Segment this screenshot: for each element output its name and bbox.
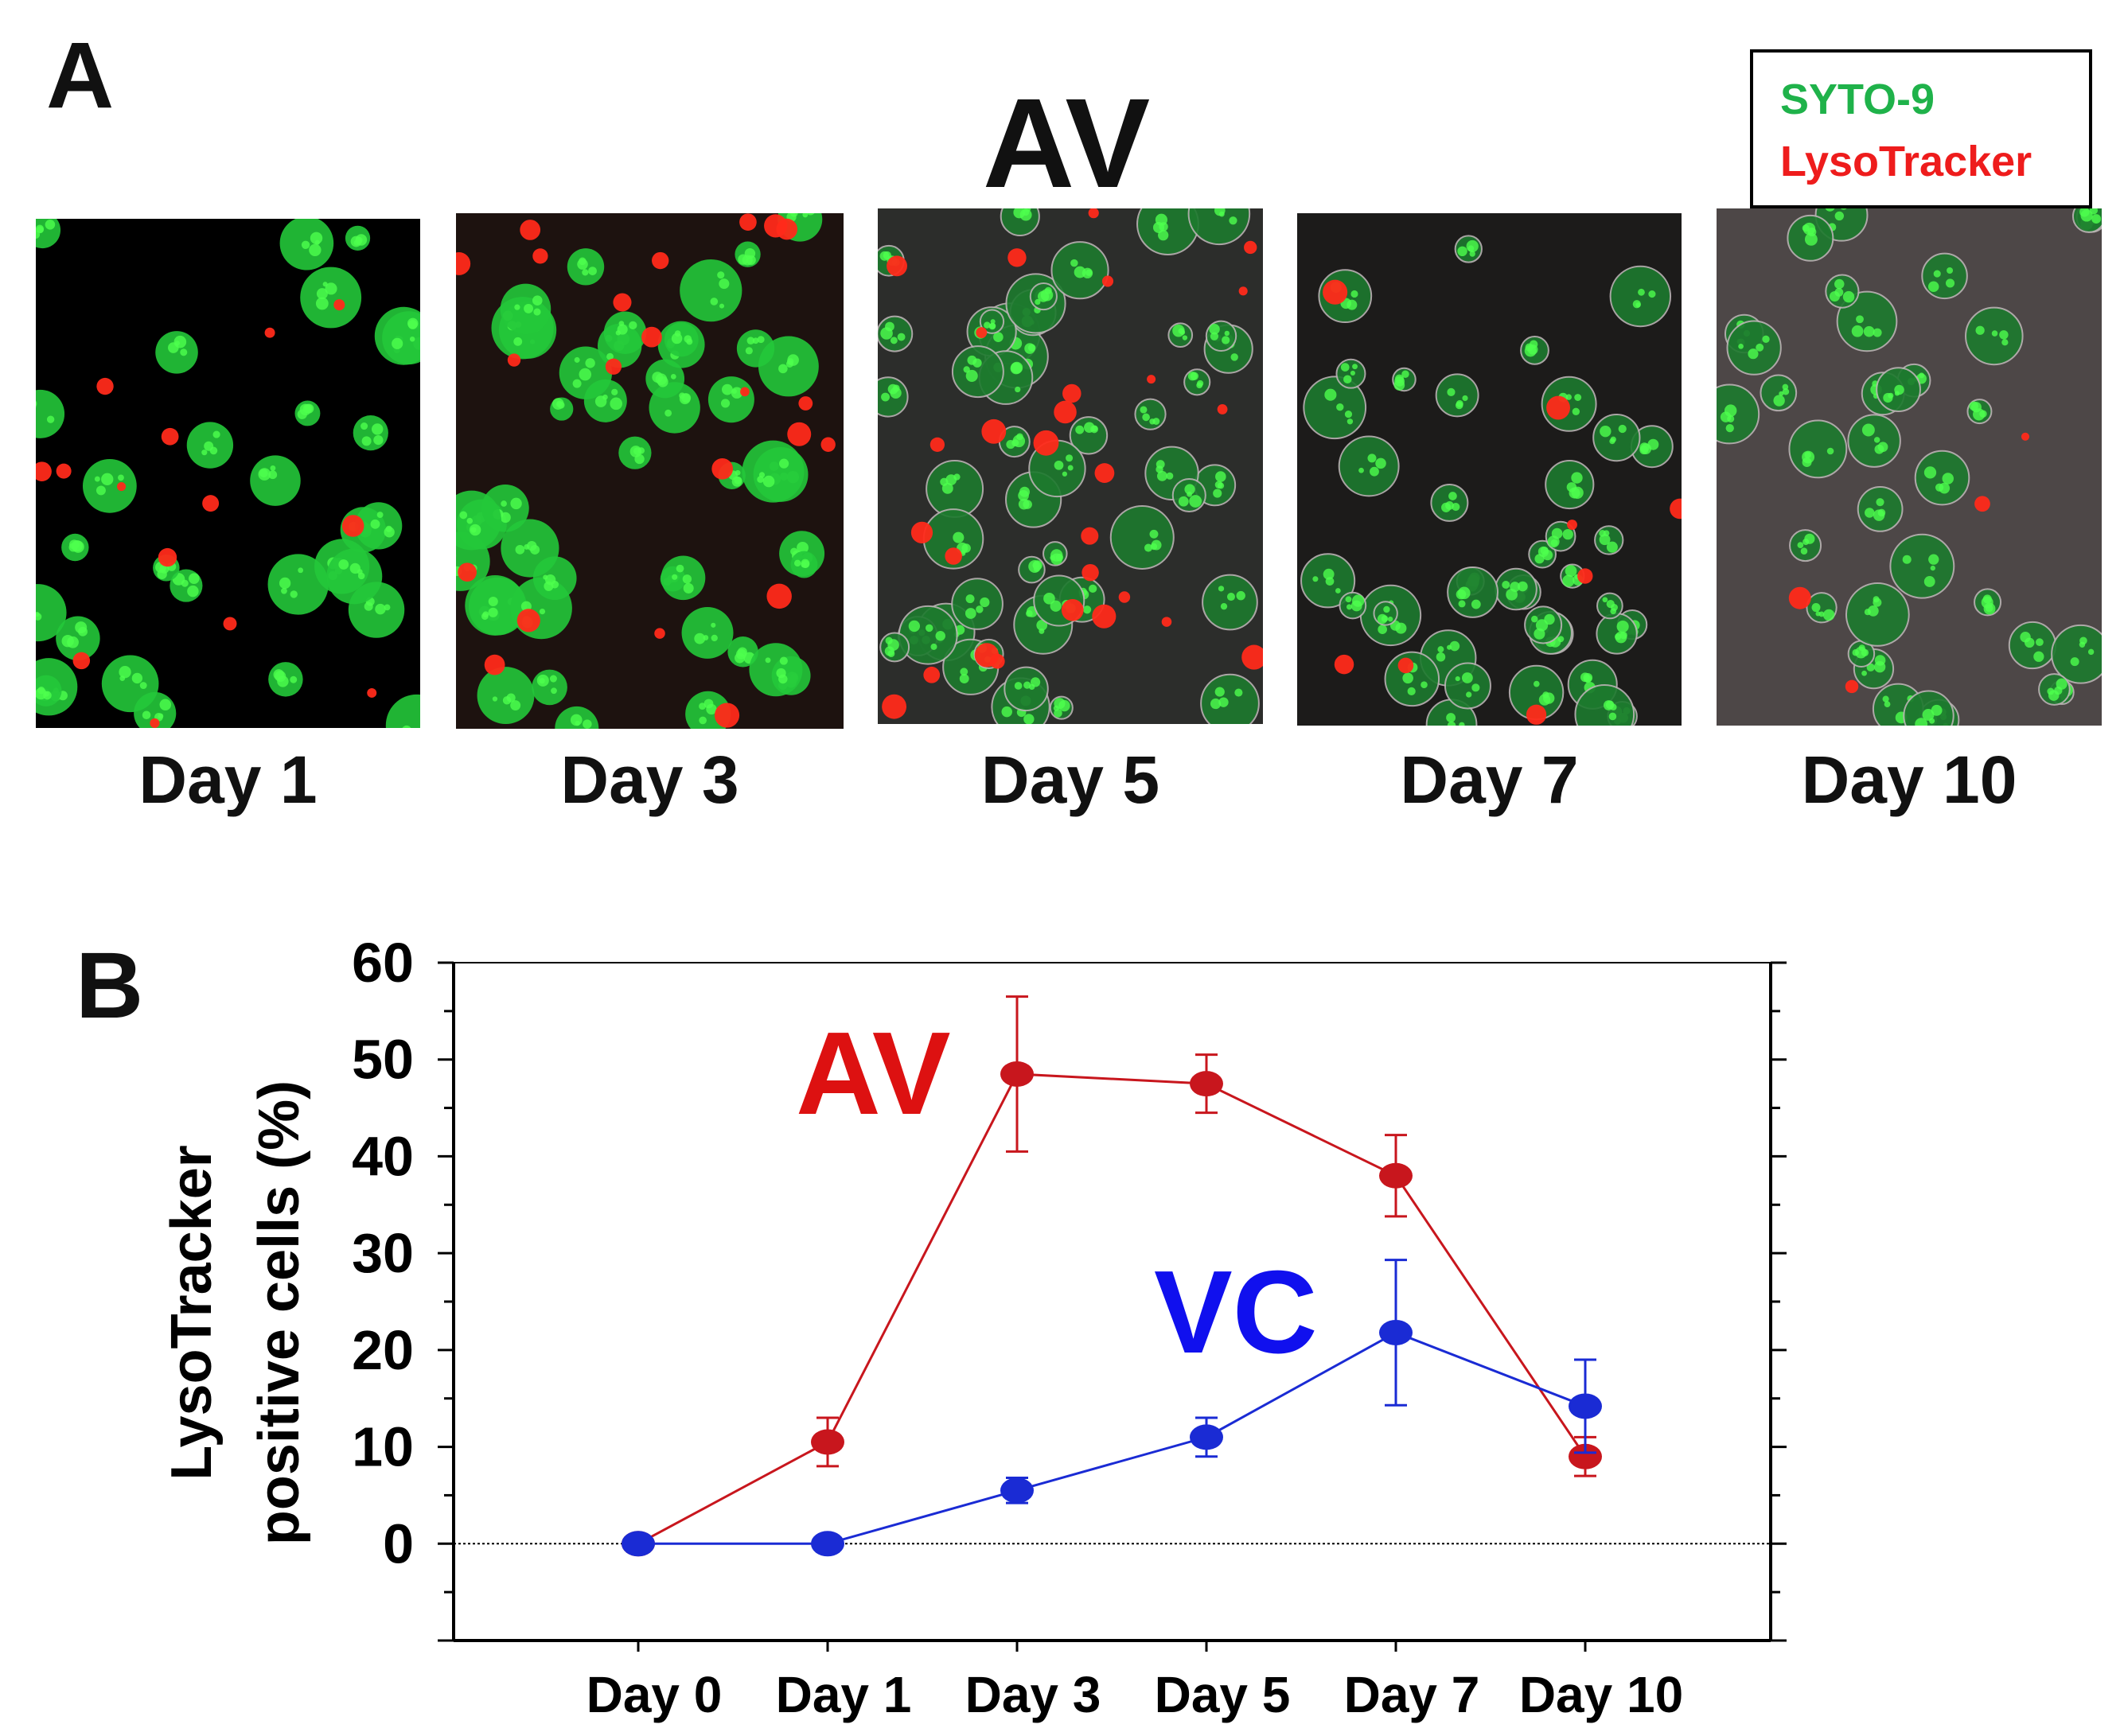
data-point	[811, 1429, 844, 1455]
y-tick-label: 60	[352, 932, 414, 994]
data-point	[811, 1531, 844, 1557]
y-tick-label: 50	[352, 1029, 414, 1091]
x-tick-label: Day 10	[1519, 1666, 1683, 1723]
micrograph-day-1	[36, 219, 420, 728]
series-label: AV	[796, 1008, 951, 1139]
panel-b-letter: B	[76, 933, 144, 1038]
chart-axes: 0 10 20 30 40 50 60 Day 0 Day 1 Day 3 Day 5 Day 7 Da…	[352, 932, 1787, 1723]
micrograph-day-5	[878, 208, 1263, 724]
data-point	[622, 1531, 655, 1557]
micrograph-label: Day 10	[1801, 742, 2017, 817]
y-tick-label: 0	[383, 1512, 414, 1574]
series-line	[638, 1331, 1586, 1545]
y-axis-label-line2: positive cells (%)	[247, 1080, 311, 1545]
data-point	[1379, 1319, 1413, 1345]
panel-a-letter: A	[46, 23, 115, 128]
x-tick-label: Day 5	[1155, 1666, 1291, 1723]
micrograph-label: Day 3	[560, 742, 739, 817]
series-label: VC	[1154, 1247, 1318, 1378]
y-tick-label: 10	[352, 1416, 414, 1478]
series-av: AV	[622, 995, 1602, 1557]
data-point	[1569, 1393, 1602, 1419]
x-tick-label: Day 3	[965, 1666, 1101, 1723]
series-vc: VC	[622, 1247, 1602, 1557]
y-axis-label-line1: LysoTracker	[160, 1145, 224, 1481]
panel-a-title: AV	[982, 72, 1151, 214]
micrograph-label: Day 7	[1400, 742, 1579, 817]
micrograph-day-3	[456, 213, 844, 729]
data-point	[1569, 1443, 1602, 1469]
legend-entry-lysotracker: LysoTracker	[1780, 138, 2032, 185]
legend-entry-syto9: SYTO-9	[1780, 76, 1935, 123]
micrograph-label: Day 1	[138, 742, 318, 817]
data-point	[1379, 1162, 1413, 1189]
data-point	[1190, 1424, 1223, 1450]
legend: SYTO-9 LysoTracker	[1750, 49, 2092, 208]
series-line	[637, 1072, 1587, 1545]
y-tick-label: 20	[352, 1319, 414, 1381]
data-point	[1000, 1061, 1034, 1087]
x-tick-label: Day 1	[776, 1666, 912, 1723]
data-point	[1190, 1071, 1223, 1097]
y-tick-label: 40	[352, 1125, 414, 1187]
micrograph-day-10	[1717, 208, 2102, 726]
x-tick-label: Day 0	[587, 1666, 723, 1723]
x-tick-label: Day 7	[1344, 1666, 1480, 1723]
micrograph-day-7	[1297, 213, 1682, 726]
data-point	[1000, 1477, 1034, 1504]
y-tick-label: 30	[352, 1222, 414, 1284]
micrograph-label: Day 5	[980, 742, 1160, 817]
